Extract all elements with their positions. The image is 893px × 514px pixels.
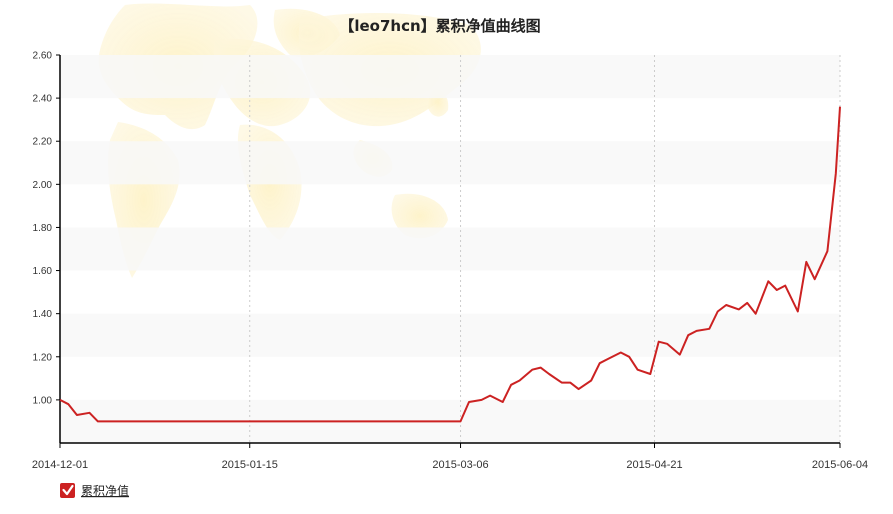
y-tick-label: 2.60 <box>33 51 53 62</box>
x-tick-label: 2014-12-01 <box>32 459 88 471</box>
x-tick-label: 2015-06-04 <box>812 459 868 471</box>
grid-band <box>60 313 840 357</box>
grid-band <box>60 141 840 185</box>
x-tick-label: 2015-03-06 <box>432 459 488 471</box>
y-tick-label: 1.60 <box>33 266 53 277</box>
grid-bands <box>60 55 840 443</box>
y-tick-label: 1.00 <box>33 395 53 406</box>
grid-band <box>60 55 840 99</box>
y-tick-label: 2.00 <box>33 180 53 191</box>
x-tick-label: 2015-04-21 <box>626 459 682 471</box>
y-axis-ticks: 1.00 1.20 1.40 1.60 1.80 2.00 2.20 2.40 2.60 <box>33 51 60 406</box>
legend[interactable]: 累积净值 <box>60 483 129 498</box>
x-tick-label: 2015-01-15 <box>222 459 278 471</box>
y-tick-label: 2.40 <box>33 94 53 105</box>
series-line-nav <box>59 106 841 423</box>
grid-band <box>60 227 840 271</box>
check-icon <box>62 484 74 496</box>
y-tick-label: 1.40 <box>33 309 53 320</box>
x-axis-ticks: 2014-12-01 2015-01-15 2015-03-06 2015-04-21… <box>32 443 868 471</box>
y-tick-label: 2.20 <box>33 137 53 148</box>
y-tick-label: 1.80 <box>33 223 53 234</box>
legend-label[interactable]: 累积净值 <box>81 483 129 498</box>
chart-title: 【leo7hcn】累积净值曲线图 <box>339 17 540 35</box>
y-tick-label: 1.20 <box>33 352 53 363</box>
